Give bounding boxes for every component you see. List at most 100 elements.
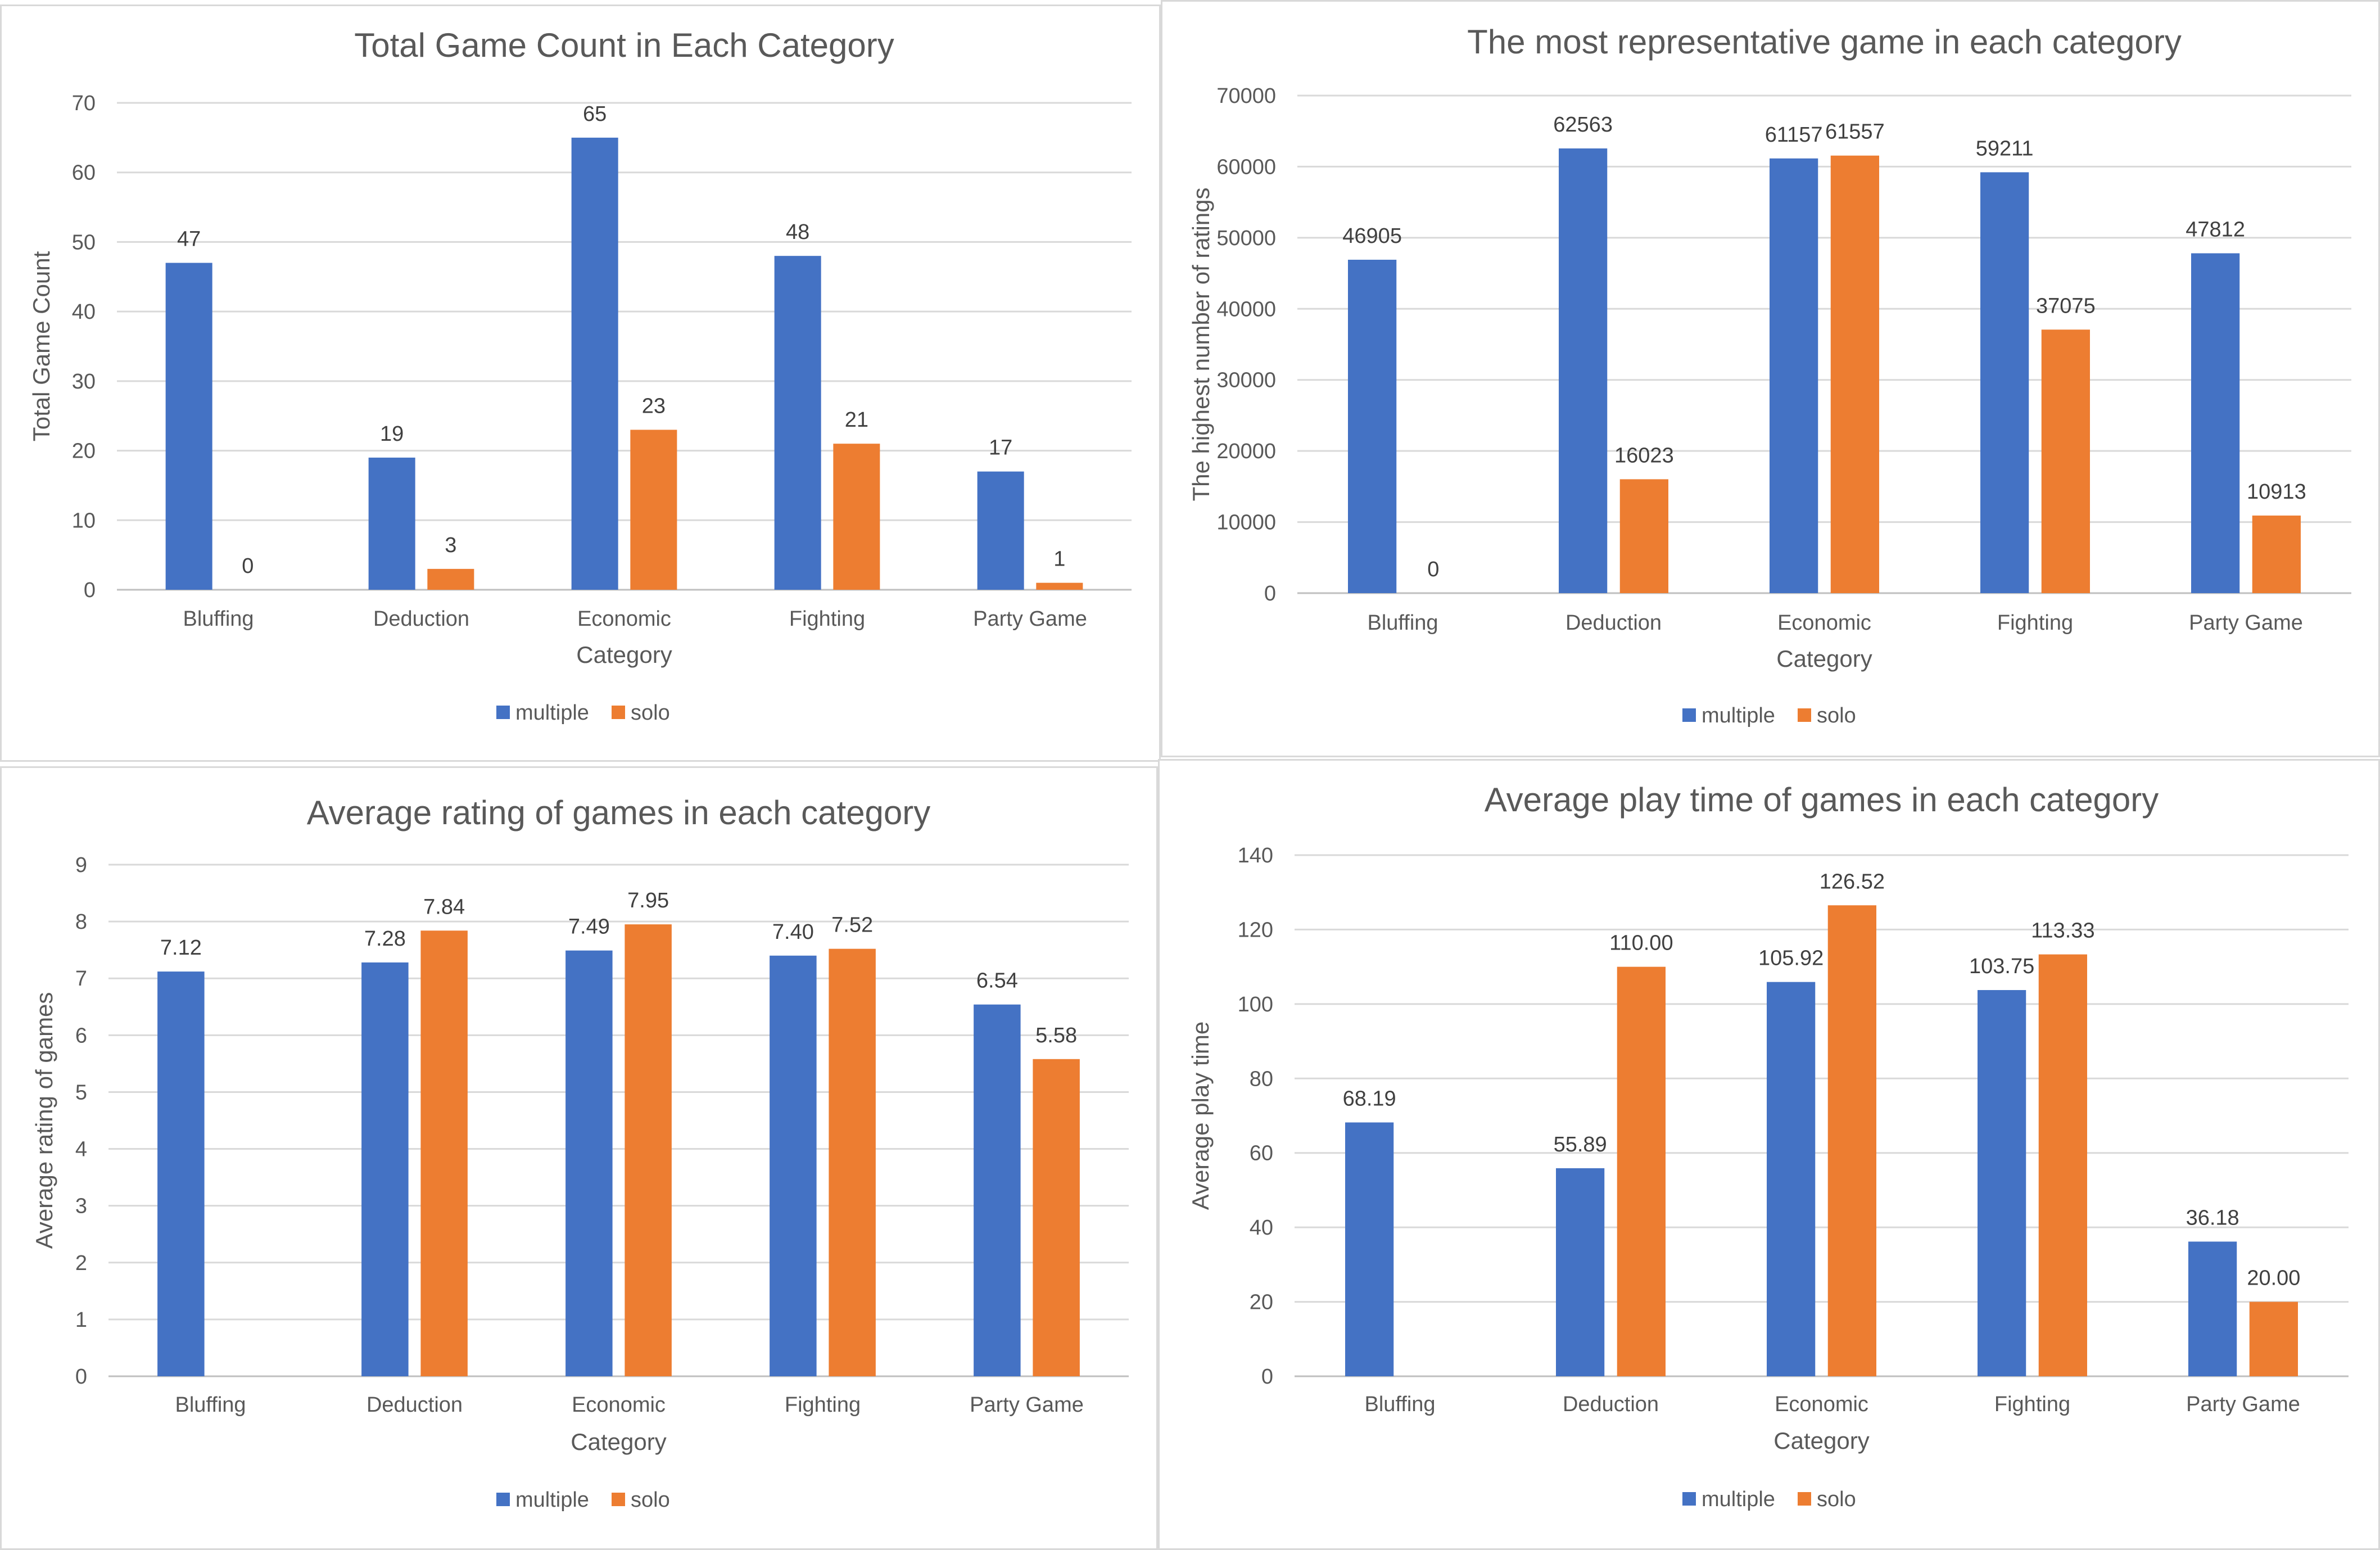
legend-label-solo: solo xyxy=(1817,704,1856,727)
data-label-multiple: 68.19 xyxy=(1343,1087,1396,1110)
chart-title: Average rating of games in each category xyxy=(307,794,931,832)
x-tick-label: Party Game xyxy=(2186,1393,2300,1416)
y-tick-label: 3 xyxy=(75,1195,87,1218)
x-tick-label: Economic xyxy=(577,607,671,631)
bar-multiple xyxy=(1770,158,1818,593)
x-tick-label: Deduction xyxy=(366,1393,463,1417)
x-tick-label: Economic xyxy=(1775,1393,1868,1416)
bar-multiple xyxy=(774,256,821,590)
y-tick-label: 10 xyxy=(72,509,96,532)
x-tick-label: Bluffing xyxy=(1367,611,1438,635)
data-label-multiple: 65 xyxy=(583,102,607,126)
x-tick-label: Bluffing xyxy=(1364,1393,1435,1416)
bar-multiple xyxy=(2188,1241,2237,1376)
chart-svg-representative-game: The most representative game in each cat… xyxy=(1188,23,2351,727)
y-tick-label: 1 xyxy=(75,1308,87,1332)
legend-swatch-solo xyxy=(612,1493,625,1506)
legend-swatch-multiple xyxy=(1682,708,1696,722)
legend-swatch-solo xyxy=(1798,1492,1811,1506)
x-tick-label: Party Game xyxy=(970,1393,1084,1417)
bar-multiple xyxy=(1348,259,1397,593)
x-tick-label: Bluffing xyxy=(183,607,254,631)
bar-solo xyxy=(427,568,474,590)
data-label-solo: 21 xyxy=(845,408,868,432)
bar-multiple xyxy=(571,137,618,590)
x-tick-label: Party Game xyxy=(973,607,1087,631)
x-tick-label: Economic xyxy=(1777,611,1871,635)
data-label-solo: 126.52 xyxy=(1820,870,1885,893)
data-label-solo: 61557 xyxy=(1825,120,1885,144)
x-axis-title: Category xyxy=(571,1429,666,1455)
bar-multiple xyxy=(1767,982,1816,1376)
legend-label-multiple: multiple xyxy=(515,1488,589,1512)
bar-multiple xyxy=(361,962,409,1376)
bar-multiple xyxy=(1345,1122,1394,1376)
chart-title: Total Game Count in Each Category xyxy=(354,26,894,64)
y-tick-label: 20 xyxy=(72,440,96,463)
data-label-multiple: 17 xyxy=(989,436,1012,460)
data-label-multiple: 7.40 xyxy=(772,920,814,944)
y-tick-label: 7 xyxy=(75,967,87,991)
x-tick-label: Deduction xyxy=(1565,611,1662,635)
data-label-solo: 7.52 xyxy=(831,914,873,937)
bar-solo xyxy=(1619,479,1668,593)
y-axis-title: Average rating of games xyxy=(31,992,57,1249)
bar-solo xyxy=(2249,1302,2298,1376)
bar-multiple xyxy=(974,1004,1021,1376)
data-label-multiple: 7.12 xyxy=(160,936,202,960)
bar-solo xyxy=(1827,905,1876,1376)
bar-solo xyxy=(833,444,880,590)
data-label-solo: 10913 xyxy=(2247,480,2306,504)
y-tick-label: 40 xyxy=(1250,1216,1273,1240)
y-tick-label: 120 xyxy=(1238,918,1273,942)
data-label-solo: 1 xyxy=(1053,548,1065,571)
bar-multiple xyxy=(1978,990,2026,1376)
y-tick-label: 70 xyxy=(72,92,96,115)
chart-panel-average-play-time: Average play time of games in each categ… xyxy=(1158,759,2380,1550)
bar-multiple xyxy=(1980,172,2029,593)
y-tick-label: 40000 xyxy=(1216,297,1276,321)
x-axis-title: Category xyxy=(1773,1427,1869,1454)
legend-label-multiple: multiple xyxy=(1702,1488,1775,1511)
chart-svg-game-count: Total Game Count in Each Category0102030… xyxy=(28,26,1132,725)
y-tick-label: 60 xyxy=(72,161,96,185)
bar-multiple xyxy=(368,457,415,590)
data-label-solo: 7.95 xyxy=(627,889,669,912)
y-tick-label: 0 xyxy=(1264,582,1276,605)
y-tick-label: 20000 xyxy=(1216,440,1276,463)
y-tick-label: 0 xyxy=(84,579,96,602)
data-label-solo: 7.84 xyxy=(423,895,465,919)
legend-swatch-solo xyxy=(612,706,625,719)
bar-multiple xyxy=(1556,1168,1605,1376)
y-tick-label: 80 xyxy=(1250,1067,1273,1091)
y-tick-label: 0 xyxy=(75,1365,87,1389)
y-tick-label: 50000 xyxy=(1216,227,1276,250)
chart-svg-average-rating: Average rating of games in each category… xyxy=(31,794,1129,1512)
data-label-solo: 0 xyxy=(242,554,254,578)
y-tick-label: 0 xyxy=(1261,1365,1273,1389)
data-label-multiple: 36.18 xyxy=(2186,1206,2239,1230)
legend-swatch-multiple xyxy=(496,706,510,719)
data-label-multiple: 105.92 xyxy=(1758,947,1824,970)
y-tick-label: 10000 xyxy=(1216,511,1276,535)
x-axis-title: Category xyxy=(576,641,672,668)
y-tick-label: 2 xyxy=(75,1251,87,1275)
legend-label-solo: solo xyxy=(1817,1488,1856,1511)
bar-multiple xyxy=(565,950,613,1376)
y-tick-label: 30 xyxy=(72,370,96,394)
data-label-multiple: 47 xyxy=(177,228,201,251)
chart-panel-average-rating: Average rating of games in each category… xyxy=(0,766,1158,1550)
data-label-multiple: 59211 xyxy=(1976,137,2034,160)
data-label-multiple: 7.28 xyxy=(364,927,406,951)
y-axis-title: Average play time xyxy=(1187,1022,1214,1210)
y-tick-label: 140 xyxy=(1238,844,1273,867)
y-tick-label: 20 xyxy=(1250,1291,1273,1314)
y-axis-title: Total Game Count xyxy=(28,251,55,441)
data-label-solo: 5.58 xyxy=(1035,1024,1077,1047)
data-label-multiple: 47812 xyxy=(2186,218,2245,242)
x-tick-label: Party Game xyxy=(2189,611,2303,635)
x-tick-label: Deduction xyxy=(373,607,469,631)
bar-multiple xyxy=(157,971,205,1376)
data-label-solo: 0 xyxy=(1427,558,1439,581)
data-label-multiple: 7.49 xyxy=(568,915,610,939)
